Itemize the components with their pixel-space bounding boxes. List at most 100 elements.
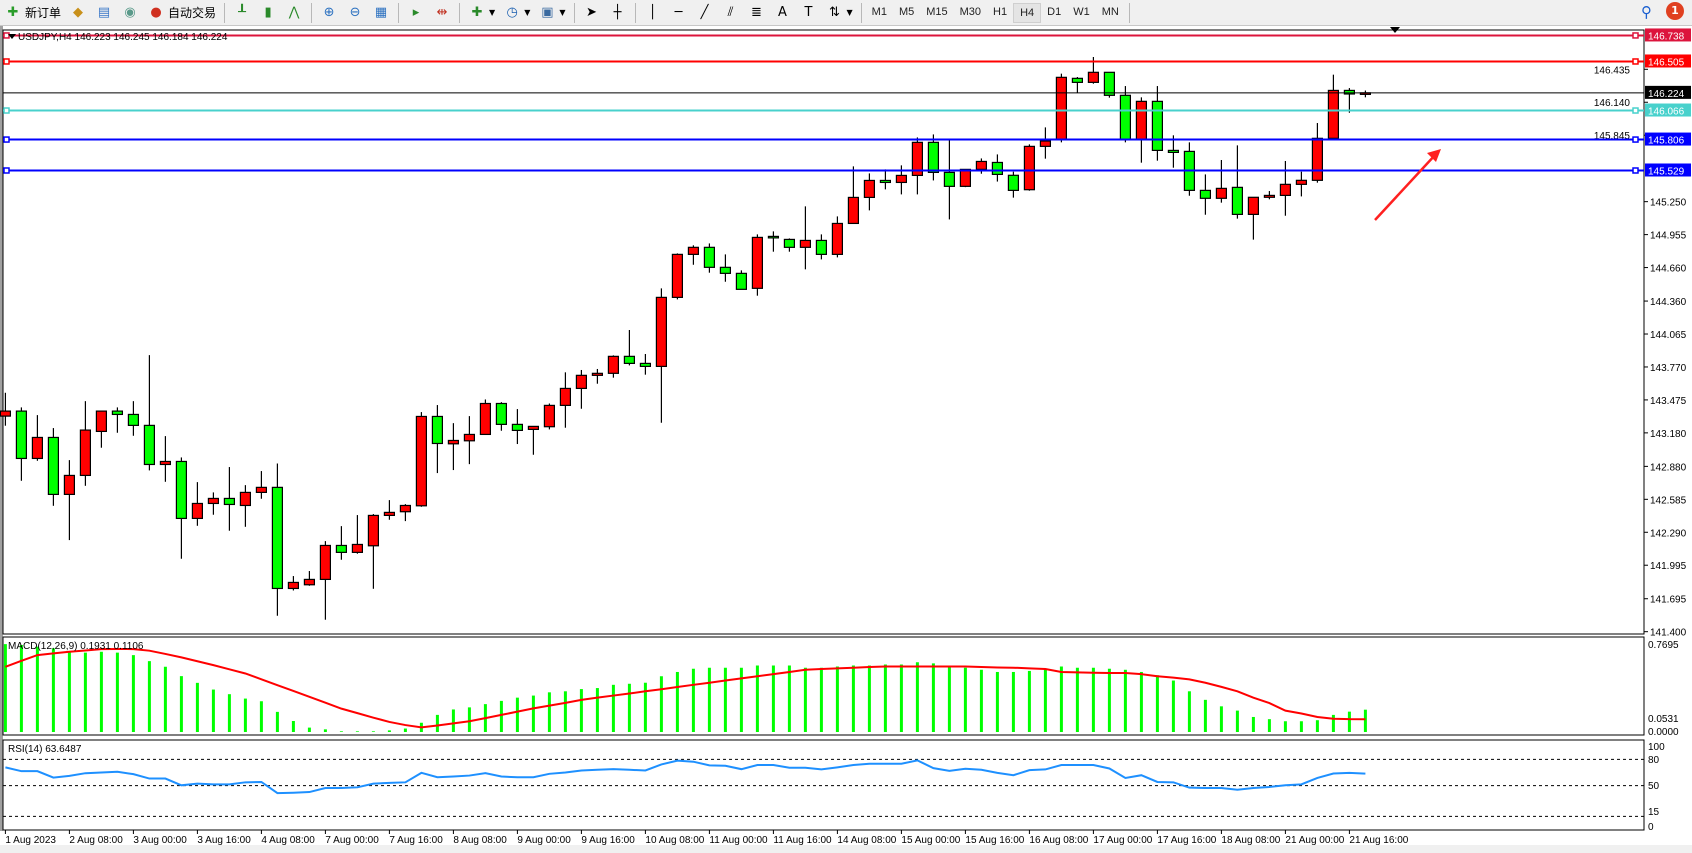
period-w1[interactable]: W1 [1073,5,1090,18]
indicators-icon: ✚ [471,4,483,20]
line-anchor-handle [1632,136,1639,143]
candle-body [111,410,124,416]
indicators-button[interactable]: ✚ ▼ [464,2,499,24]
period-h4[interactable]: H4 [1013,2,1042,23]
period-h1[interactable]: H1 [993,5,1008,18]
candle [1007,171,1020,198]
candle-body [671,253,684,298]
trendline-button[interactable]: ╱ [692,2,718,24]
period-mn[interactable]: MN [1101,5,1119,18]
chart-shift-button[interactable]: ⇹ [429,2,455,24]
price-label: 145.529 [1648,166,1685,177]
chart-menu-triangle-icon [8,34,16,39]
candle-body [367,514,379,547]
toolbar: ✚ 新订单 ◆ ▤ ◉ ● 自动交易 ┸ ▮ ⋀ ⊕ ⊖ ▦ ▸ ⇹ ✚ ▼ ◷ ▼ ▣… [0,0,1692,26]
time-label: 10 Aug 08:00 [645,835,704,846]
periods-toolbar: M1 M5 M15 M30 H1 H4 D1 W1 MN [866,2,1125,23]
channel-button[interactable]: ⫽ [718,2,744,24]
price-label: 146.224 [1648,89,1685,100]
zoom-in-button[interactable]: ⊕ [316,2,342,24]
candle [463,416,475,465]
templates-button[interactable]: ▣ ▼ [534,2,569,24]
cursor-icon: ➤ [586,4,597,20]
arrows-button[interactable]: ⇅ ▼ [822,2,857,24]
candle-body [79,429,92,477]
candlestick-button[interactable]: ▮ [255,2,281,24]
line-chart-button[interactable]: ⋀ [281,2,307,24]
candle-body [1215,187,1228,199]
candlestick-icon: ▮ [264,4,272,20]
price-tick-label: 143.475 [1650,396,1687,407]
price-tick-label: 141.695 [1650,595,1687,606]
candle-body [623,355,636,364]
crosshair-button[interactable]: ┼ [605,2,631,24]
chart-shift-marker-icon [1390,27,1400,33]
periods-button[interactable]: ◷ ▼ [499,2,534,24]
line-anchor-handle [1632,167,1639,174]
arrow-shaft [1374,153,1437,221]
status-strip [0,845,1692,853]
candle-body [431,415,443,445]
tile-windows-button[interactable]: ▦ [368,2,394,24]
candle-body [479,402,491,436]
period-m15[interactable]: M15 [926,5,948,18]
time-label: 9 Aug 16:00 [581,835,635,846]
data-window-button[interactable]: ▤ [91,2,117,24]
candle [1199,174,1212,215]
price-tick-label: 141.400 [1650,628,1687,639]
candle [367,514,379,589]
candle-body [911,141,924,177]
candle [191,482,203,526]
price-tick-label: 146.435 [1594,65,1631,76]
period-d1[interactable]: D1 [1047,5,1062,18]
price-label: 146.066 [1648,107,1685,118]
vertical-line-button[interactable]: │ [640,2,666,24]
bar-chart-button[interactable]: ┸ [229,2,255,24]
cursor-button[interactable]: ➤ [579,2,605,24]
candle-body [95,410,108,433]
candle-body [735,272,748,290]
period-m30[interactable]: M30 [959,5,982,18]
auto-trading-button[interactable]: ● 自动交易 [143,2,220,24]
price-tick-label: 141.995 [1650,561,1687,572]
candle-body [703,246,716,268]
time-label: 16 Aug 08:00 [1029,835,1088,846]
arrows-icon: ⇅ [829,4,840,20]
price-tick-label: 145.250 [1650,198,1687,209]
candle [959,168,972,188]
price-tick-label: 143.180 [1650,429,1687,440]
candle-body [863,179,876,199]
period-m5[interactable]: M5 [898,5,915,18]
candle [687,245,700,265]
candle-body [799,239,812,248]
fibonacci-button[interactable]: ≣ [744,2,770,24]
candle-body [927,141,940,173]
candle-body [175,460,187,520]
time-label: 15 Aug 16:00 [965,835,1024,846]
candle-body [127,413,139,426]
notification-badge[interactable]: 1 [1666,2,1684,20]
text-label-button[interactable]: T [796,2,822,24]
candle [239,485,251,527]
navigator-button[interactable]: ◉ [117,2,143,24]
auto-scroll-button[interactable]: ▸ [403,2,429,24]
candle-body [1135,100,1148,141]
chart-background [0,26,1692,853]
period-m1[interactable]: M1 [871,5,887,18]
candle [0,392,12,426]
price-tick-label: 142.585 [1650,495,1687,506]
horizontal-line-button[interactable]: ─ [666,2,692,24]
candle [111,407,124,433]
candle-body [1039,140,1052,147]
candle [767,231,780,252]
market-watch-button[interactable]: ◆ [65,2,91,24]
candle-body [351,543,363,553]
text-button[interactable]: A [770,2,796,24]
time-label: 3 Aug 00:00 [133,835,187,846]
candle [527,425,540,455]
new-order-button[interactable]: ✚ 新订单 [0,2,65,24]
search-icon[interactable]: ⚲ [1641,3,1652,21]
candle-body [575,374,588,390]
zoom-out-button[interactable]: ⊖ [342,2,368,24]
